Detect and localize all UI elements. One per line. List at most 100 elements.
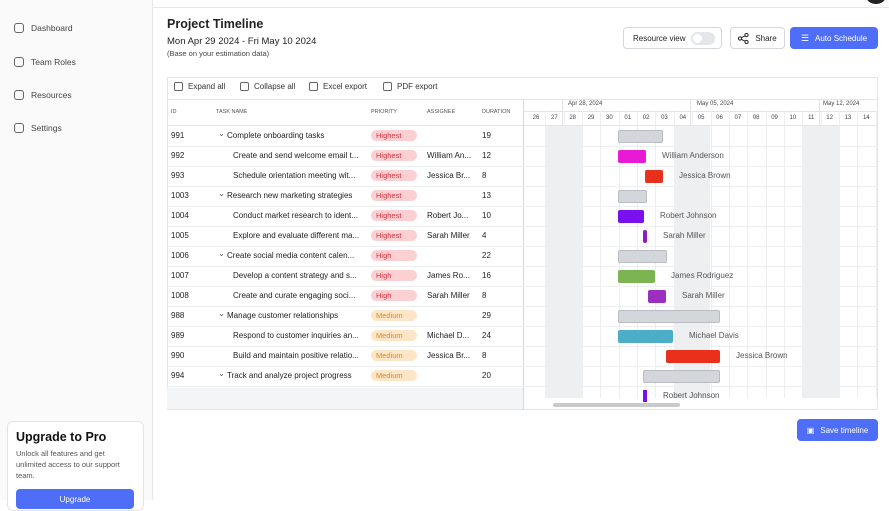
day-divider: [728, 111, 730, 398]
weekend-shade: [545, 126, 564, 398]
switch[interactable]: [691, 31, 716, 45]
column-header: TASK NAME: [216, 109, 248, 115]
task-id: 993: [171, 171, 185, 180]
scrollbar[interactable]: [553, 403, 680, 407]
page: {"sidebar":{"nav":["Dashboard","Team Rol…: [7, 0, 889, 511]
task-id: 992: [171, 151, 185, 160]
auto-schedule-button[interactable]: ☰ Auto Schedule: [790, 27, 878, 49]
week-label: Apr 28, 2024: [568, 101, 603, 107]
bar-label: Sarah Miller: [663, 231, 706, 240]
day-label: 09: [771, 115, 778, 121]
nav-item[interactable]: Resources: [31, 90, 72, 100]
day-divider: [710, 111, 712, 398]
toolbar-button[interactable]: PDF export: [397, 82, 438, 91]
gantt-bar[interactable]: [643, 370, 720, 383]
task-id: 988: [171, 311, 185, 320]
task-name: Research new marketing strategies: [227, 191, 353, 200]
resource-view-toggle[interactable]: Resource view: [623, 27, 722, 49]
gantt-bar[interactable]: [618, 310, 720, 323]
day-divider: [582, 111, 584, 398]
priority-pill: Highest: [371, 190, 417, 201]
expand-icon[interactable]: ⌄: [218, 129, 225, 138]
expand-icon[interactable]: ⌄: [218, 309, 225, 318]
nav-icon: [14, 23, 24, 33]
day-divider: [783, 111, 785, 398]
row-border: [167, 306, 878, 307]
table-overflow-mask: [167, 388, 523, 409]
day-label: 08: [752, 115, 760, 121]
priority-pill: Highest: [371, 210, 417, 221]
day-label: 10: [789, 115, 797, 121]
gantt-bar[interactable]: [618, 150, 646, 163]
duration: 13: [482, 191, 491, 200]
day-divider: [765, 111, 767, 398]
label: Auto Schedule: [815, 33, 868, 43]
assignee: Robert Jo...: [427, 211, 469, 220]
task-id: 1008: [171, 291, 189, 300]
bar-label: Michael Davis: [689, 331, 739, 340]
header-border: [167, 125, 878, 126]
gantt-bar[interactable]: [643, 230, 647, 243]
upgrade-text: Unlock all features and get unlimited ac…: [16, 449, 120, 480]
upgrade-button[interactable]: Upgrade: [16, 489, 134, 509]
task-id: 994: [171, 371, 185, 380]
task-name: Track and analyze project progress: [227, 371, 352, 380]
row-border: [167, 146, 878, 147]
row-border: [167, 206, 878, 207]
day-label: 27: [551, 115, 558, 121]
toolbar-button[interactable]: Expand all: [188, 82, 226, 91]
gantt-bar[interactable]: [618, 130, 663, 143]
gantt-frame: [167, 77, 878, 410]
priority-pill: High: [371, 290, 417, 301]
task-id: 1005: [171, 231, 189, 240]
gantt-bar[interactable]: [618, 330, 673, 343]
day-label: 13: [844, 115, 852, 121]
toolbar-button[interactable]: Collapse all: [254, 82, 296, 91]
task-name: Explore and evaluate different ma...: [233, 231, 360, 240]
expand-icon[interactable]: ⌄: [218, 189, 225, 198]
duration: 12: [482, 151, 491, 160]
share-icon: [738, 32, 749, 44]
share-button[interactable]: Share: [730, 27, 785, 49]
save-button[interactable]: ▣ Save timeline: [797, 419, 878, 441]
task-id: 989: [171, 331, 185, 340]
nav-item[interactable]: Team Roles: [31, 57, 76, 67]
task-id: 1003: [171, 191, 189, 200]
gantt-bar[interactable]: [618, 270, 655, 283]
expand-icon[interactable]: ⌄: [218, 369, 225, 378]
gantt-bar[interactable]: [648, 290, 666, 303]
day-label: 26: [532, 115, 540, 121]
toolbar-button[interactable]: Excel export: [323, 82, 368, 91]
day-label: 29: [587, 115, 595, 121]
day-label: 30: [606, 115, 613, 121]
gantt-bar[interactable]: [645, 170, 663, 183]
task-name: Create social media content calen...: [227, 251, 355, 260]
expand-icon[interactable]: ⌄: [218, 249, 225, 258]
gantt-bar[interactable]: [666, 350, 720, 363]
row-border: [167, 226, 878, 227]
label: Save timeline: [820, 425, 869, 435]
avatar[interactable]: [866, 0, 886, 4]
task-name: Create and curate engaging soci...: [233, 291, 356, 300]
duration: 8: [482, 351, 487, 360]
row-border: [167, 166, 878, 167]
gantt-bar[interactable]: [618, 250, 667, 263]
nav-item[interactable]: Settings: [31, 123, 62, 133]
nav-item[interactable]: Dashboard: [31, 23, 73, 33]
gantt-bar[interactable]: [618, 210, 644, 223]
weekend-shade: [802, 126, 821, 398]
priority-pill: Medium: [371, 310, 417, 321]
splitter[interactable]: [523, 99, 524, 410]
duration: 16: [482, 271, 491, 280]
duration: 10: [482, 211, 491, 220]
assignee: Jessica Br...: [427, 351, 471, 360]
icon: ☰: [800, 32, 810, 43]
priority-pill: High: [371, 270, 417, 281]
day-divider: [747, 111, 749, 398]
gantt-bar[interactable]: [618, 190, 647, 203]
gantt-bar[interactable]: [643, 390, 647, 402]
bar-label: William Anderson: [662, 151, 724, 160]
assignee: Sarah Miller: [427, 231, 470, 240]
priority-pill: Medium: [371, 370, 417, 381]
duration: 4: [482, 231, 487, 240]
